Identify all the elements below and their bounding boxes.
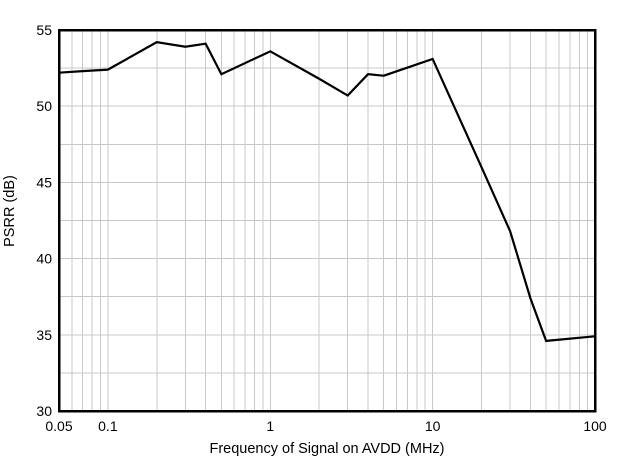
psrr-line-series (58, 41, 596, 343)
y-tick-50: 50 (36, 98, 52, 114)
gridlines (59, 30, 595, 411)
y-tick-30: 30 (36, 403, 52, 419)
x-tick-1: 1 (266, 418, 274, 434)
y-axis-title: PSRR (dB) (2, 175, 18, 247)
plot-border (57, 28, 597, 413)
y-tick-55: 55 (36, 22, 52, 38)
x-axis-title: Frequency of Signal on AVDD (MHz) (209, 441, 444, 457)
x-tick-0.1: 0.1 (98, 418, 118, 434)
x-tick-100: 100 (583, 418, 607, 434)
y-tick-labels: 30 35 40 45 50 55 (36, 22, 52, 419)
y-tick-45: 45 (36, 174, 52, 190)
x-tick-10: 10 (425, 418, 441, 434)
psrr-curve (58, 41, 596, 343)
x-tick-0.05: 0.05 (45, 418, 72, 434)
y-tick-40: 40 (36, 251, 52, 267)
y-tick-35: 35 (36, 327, 52, 343)
x-tick-labels: 0.05 0.1 1 10 100 (45, 418, 607, 434)
